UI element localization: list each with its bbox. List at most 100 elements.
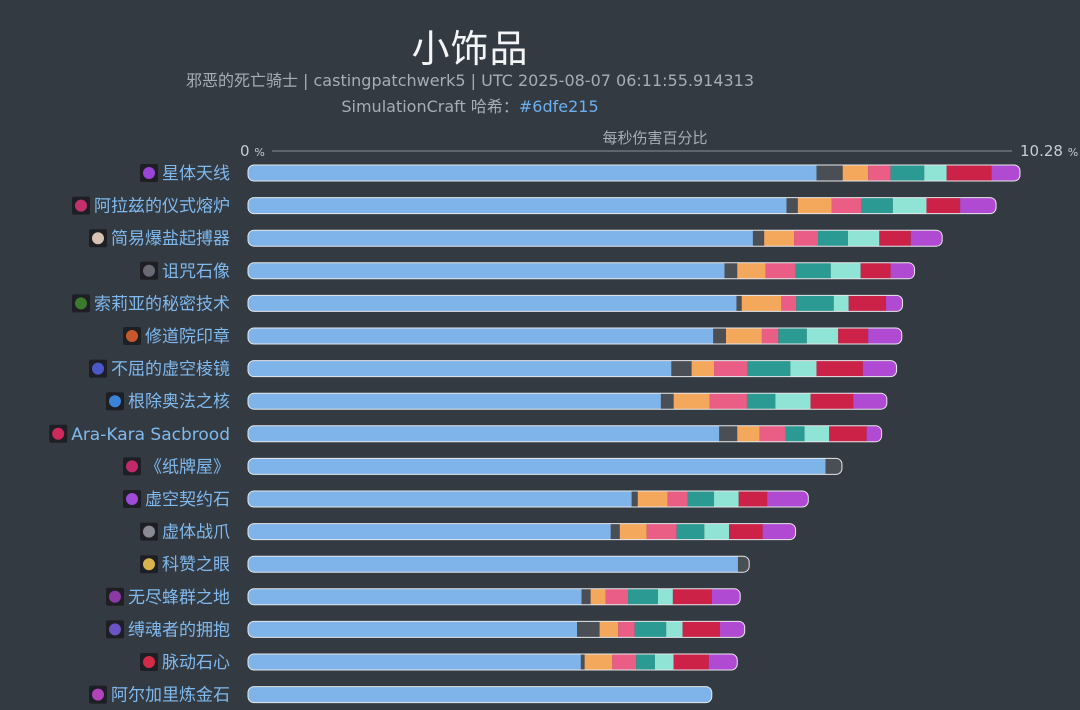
- category-label[interactable]: 阿拉兹的仪式熔炉: [94, 197, 230, 217]
- bar-segment[interactable]: [764, 230, 795, 247]
- bar-segment[interactable]: [248, 360, 672, 377]
- bar-segment[interactable]: [816, 165, 843, 181]
- bar-segment[interactable]: [631, 491, 638, 507]
- bar-segment[interactable]: [248, 523, 611, 540]
- bar-segment[interactable]: [794, 230, 819, 247]
- category-label[interactable]: 星体天线: [162, 164, 230, 184]
- bar-segment[interactable]: [605, 588, 629, 605]
- bar-segment[interactable]: [960, 197, 997, 214]
- bar-segment[interactable]: [248, 458, 826, 475]
- bar-segment[interactable]: [599, 621, 619, 638]
- bar-segment[interactable]: [804, 425, 830, 442]
- bar-segment[interactable]: [248, 686, 712, 703]
- bar-row[interactable]: [248, 262, 915, 279]
- bar-segment[interactable]: [765, 262, 796, 279]
- bar-segment[interactable]: [833, 295, 849, 312]
- bar-row[interactable]: [248, 165, 1020, 181]
- bar-segment[interactable]: [726, 328, 762, 344]
- bar-segment[interactable]: [746, 393, 776, 410]
- bar-segment[interactable]: [848, 295, 887, 312]
- bar-segment[interactable]: [790, 360, 817, 377]
- bar-row[interactable]: [248, 197, 997, 214]
- bar-segment[interactable]: [248, 621, 578, 638]
- bar-segment[interactable]: [581, 588, 591, 605]
- bar-segment[interactable]: [714, 360, 748, 377]
- bar-segment[interactable]: [842, 165, 869, 181]
- bar-segment[interactable]: [860, 262, 891, 279]
- bar-segment[interactable]: [890, 262, 915, 279]
- bar-segment[interactable]: [612, 654, 637, 670]
- bar-segment[interactable]: [831, 197, 862, 214]
- bar-row[interactable]: [248, 393, 887, 410]
- bar-segment[interactable]: [829, 425, 867, 442]
- bar-segment[interactable]: [584, 654, 613, 670]
- bar-segment[interactable]: [580, 654, 585, 670]
- bar-segment[interactable]: [991, 165, 1020, 181]
- bar-segment[interactable]: [728, 523, 763, 540]
- category-label[interactable]: Ara-Kara Sacbrood: [71, 425, 230, 445]
- bar-segment[interactable]: [671, 360, 692, 377]
- bar-segment[interactable]: [781, 295, 797, 312]
- bar-segment[interactable]: [657, 588, 673, 605]
- bar-segment[interactable]: [861, 197, 893, 214]
- bar-segment[interactable]: [719, 425, 738, 442]
- category-label[interactable]: 缚魂者的拥抱: [128, 620, 230, 640]
- bar-segment[interactable]: [610, 523, 620, 540]
- bar-segment[interactable]: [682, 621, 721, 638]
- bar-row[interactable]: [248, 458, 842, 475]
- bar-segment[interactable]: [838, 328, 869, 344]
- bar-segment[interactable]: [248, 393, 661, 410]
- bar-segment[interactable]: [767, 491, 809, 507]
- bar-segment[interactable]: [946, 165, 992, 181]
- bar-segment[interactable]: [687, 491, 715, 507]
- bar-segment[interactable]: [248, 262, 725, 279]
- bar-segment[interactable]: [737, 556, 750, 573]
- bar-segment[interactable]: [741, 295, 782, 312]
- bar-segment[interactable]: [806, 328, 839, 344]
- bar-segment[interactable]: [892, 197, 927, 214]
- bar-segment[interactable]: [816, 360, 863, 377]
- bar-segment[interactable]: [709, 393, 747, 410]
- bar-segment[interactable]: [910, 230, 943, 247]
- bar-segment[interactable]: [667, 491, 688, 507]
- bar-segment[interactable]: [924, 165, 947, 181]
- bar-segment[interactable]: [862, 360, 897, 377]
- bar-segment[interactable]: [752, 230, 765, 247]
- bar-row[interactable]: [248, 654, 738, 670]
- category-label[interactable]: 科赞之眼: [162, 555, 230, 575]
- bar-segment[interactable]: [248, 165, 817, 181]
- category-label[interactable]: 修道院印章: [145, 327, 230, 347]
- bar-row[interactable]: [248, 523, 796, 540]
- bar-segment[interactable]: [810, 393, 854, 410]
- bar-segment[interactable]: [818, 230, 848, 247]
- bar-segment[interactable]: [248, 328, 714, 344]
- category-label[interactable]: 简易爆盐起搏器: [111, 229, 230, 249]
- bar-segment[interactable]: [590, 588, 606, 605]
- bar-segment[interactable]: [797, 197, 832, 214]
- bar-segment[interactable]: [248, 588, 582, 605]
- bar-segment[interactable]: [747, 360, 791, 377]
- bar-segment[interactable]: [673, 393, 710, 410]
- bar-segment[interactable]: [759, 425, 786, 442]
- hash-link[interactable]: #6dfe215: [518, 97, 599, 116]
- bar-segment[interactable]: [830, 262, 861, 279]
- bar-segment[interactable]: [619, 523, 647, 540]
- bar-segment[interactable]: [724, 262, 738, 279]
- bar-segment[interactable]: [248, 197, 787, 214]
- bar-segment[interactable]: [737, 425, 760, 442]
- bar-segment[interactable]: [637, 491, 668, 507]
- bar-segment[interactable]: [761, 328, 779, 344]
- bar-segment[interactable]: [775, 393, 811, 410]
- bar-segment[interactable]: [666, 621, 683, 638]
- bar-segment[interactable]: [248, 230, 753, 247]
- bar-segment[interactable]: [736, 295, 742, 312]
- category-label[interactable]: 诅咒石像: [162, 262, 230, 282]
- bar-segment[interactable]: [248, 295, 737, 312]
- bar-segment[interactable]: [737, 262, 766, 279]
- category-label[interactable]: 不屈的虚空棱镜: [111, 360, 230, 380]
- bar-row[interactable]: [248, 230, 943, 247]
- bar-row[interactable]: [248, 491, 809, 507]
- bar-segment[interactable]: [618, 621, 635, 638]
- bar-segment[interactable]: [711, 588, 741, 605]
- category-label[interactable]: 虚体战爪: [162, 523, 230, 543]
